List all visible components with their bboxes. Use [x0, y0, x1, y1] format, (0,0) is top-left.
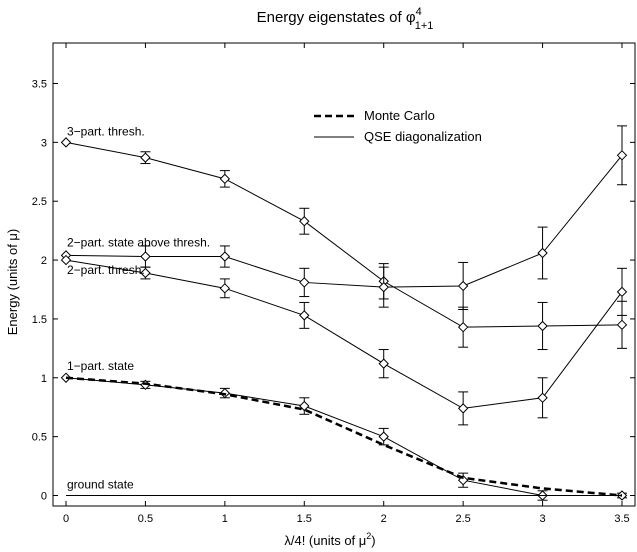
y-tick-label: 2 [41, 255, 47, 267]
legend-label-monte-carlo: Monte Carlo [364, 108, 435, 123]
data-point [140, 152, 151, 163]
annotation-label: ground state [67, 478, 134, 492]
y-tick-label: 1 [41, 373, 47, 385]
data-point [457, 321, 469, 333]
y-tick-label: 1.5 [32, 314, 47, 326]
data-point [616, 286, 628, 298]
data-point [537, 392, 548, 404]
series-layer [60, 125, 628, 501]
data-point [219, 251, 231, 262]
data-point [537, 320, 548, 332]
x-tick-label: 2 [381, 513, 387, 525]
x-tick-label: 0.5 [138, 513, 153, 525]
series-line-qse [65, 154, 623, 288]
x-tick-label: 3.5 [614, 513, 629, 525]
x-tick-label: 3 [540, 513, 546, 525]
y-axis-label: Energy (units of μ) [5, 229, 20, 335]
series-line-qse [65, 141, 623, 328]
y-tick-label: 0 [41, 491, 47, 503]
data-point [299, 400, 310, 412]
x-tick-label: 0 [63, 513, 69, 525]
data-point [140, 267, 151, 279]
series-line-qse [65, 377, 622, 496]
data-point [219, 283, 231, 294]
x-tick-label: 1.5 [297, 513, 312, 525]
legend: Monte Carlo QSE diagonalization [314, 108, 482, 144]
x-axis-label: λ/4! (units of μ2) [284, 531, 375, 548]
x-tick-label: 2.5 [455, 513, 470, 525]
data-point [616, 150, 628, 161]
y-tick-label: 2.5 [32, 196, 47, 208]
series-2 [60, 254, 628, 426]
x-axis-ticks: 0 0.5 1 1.5 2 2.5 3 3.5 [63, 43, 630, 525]
series-0 [60, 137, 628, 351]
data-point [616, 319, 628, 331]
data-point [299, 310, 310, 321]
annotation-label: 2−part. thresh. [67, 263, 145, 277]
series-1 [60, 125, 628, 311]
y-tick-label: 3.5 [32, 79, 47, 91]
y-tick-label: 3 [41, 137, 47, 149]
annotation-label: 2−part. state above thresh. [67, 235, 210, 249]
data-point [537, 247, 548, 259]
data-point [457, 403, 469, 414]
chart-title: Energy eigenstates of φ4 1+1 [257, 6, 434, 32]
data-point [219, 173, 231, 185]
data-point [60, 254, 72, 266]
data-point [140, 251, 151, 262]
data-point [60, 137, 72, 148]
y-axis-ticks: 0 0.5 1 1.5 2 2.5 3 3.5 [32, 79, 635, 503]
y-tick-label: 0.5 [32, 432, 47, 444]
series-line-monte-carlo [65, 376, 623, 497]
annotation-label: 1−part. state [67, 359, 134, 373]
x-tick-label: 1 [222, 513, 228, 525]
data-point [457, 280, 469, 292]
data-point [299, 277, 310, 288]
data-point [378, 281, 389, 293]
data-point [378, 431, 389, 442]
legend-label-qse: QSE diagonalization [364, 129, 482, 144]
plot-frame [52, 42, 636, 507]
data-point [299, 216, 310, 227]
annotations: 3−part. thresh. 2−part. state above thres… [67, 124, 210, 491]
data-point [378, 358, 389, 369]
annotation-label: 3−part. thresh. [67, 124, 145, 138]
series-line-qse [65, 259, 623, 409]
series-5 [65, 376, 623, 497]
